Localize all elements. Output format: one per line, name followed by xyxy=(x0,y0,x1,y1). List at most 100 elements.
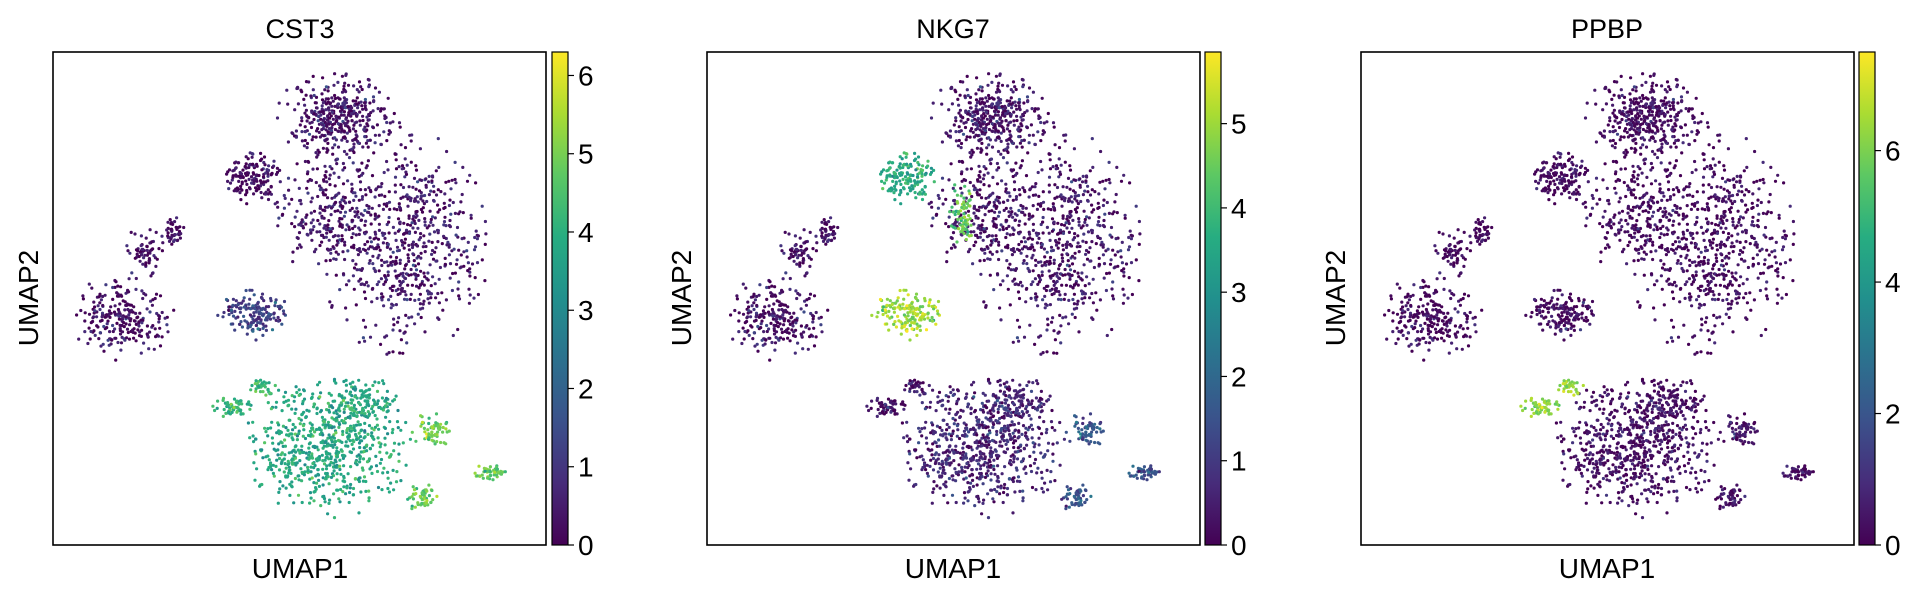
cell-point xyxy=(376,485,381,490)
cell-point xyxy=(1037,116,1041,121)
cell-point xyxy=(124,315,128,319)
cell-point xyxy=(1094,242,1098,246)
cell-point xyxy=(280,322,284,326)
cell-point xyxy=(260,292,265,296)
cell-point xyxy=(1088,193,1093,197)
cell-point xyxy=(343,124,348,128)
cell-point xyxy=(1083,217,1087,222)
cell-point xyxy=(1043,294,1047,298)
cell-point xyxy=(365,460,370,464)
cell-point xyxy=(321,467,325,471)
cell-point xyxy=(1001,227,1006,232)
cell-point xyxy=(1046,111,1050,116)
cell-point xyxy=(258,184,262,188)
cell-point xyxy=(339,210,343,214)
cell-point xyxy=(309,496,313,500)
cell-point xyxy=(1069,244,1073,248)
cell-point xyxy=(972,211,976,215)
cell-point xyxy=(334,200,338,204)
cell-point xyxy=(323,164,327,168)
cell-point xyxy=(320,92,324,96)
cell-point xyxy=(759,326,763,330)
cell-point xyxy=(802,310,806,314)
cell-point xyxy=(340,237,345,241)
cell-point xyxy=(1119,255,1123,259)
cell-point xyxy=(297,429,301,433)
cell-point xyxy=(465,179,470,183)
cell-point xyxy=(969,129,973,133)
cell-point xyxy=(927,304,931,308)
cell-point xyxy=(396,320,400,324)
cell-point xyxy=(320,104,324,108)
cell-point xyxy=(384,396,388,400)
cell-point xyxy=(903,307,907,311)
cell-point xyxy=(453,160,457,164)
cell-point xyxy=(1057,263,1062,268)
cell-point xyxy=(331,406,335,410)
cell-point xyxy=(914,307,919,311)
cell-point xyxy=(385,451,389,455)
cell-point xyxy=(328,258,332,262)
cell-point xyxy=(787,256,791,260)
cell-point xyxy=(290,407,294,411)
cell-point xyxy=(248,187,252,191)
cell-point xyxy=(1094,291,1098,295)
cell-point xyxy=(238,306,242,310)
cell-point xyxy=(333,72,337,76)
cell-point xyxy=(359,100,363,104)
cell-point xyxy=(352,84,356,88)
cell-point xyxy=(1045,225,1049,229)
cell-point xyxy=(412,488,417,492)
cell-point xyxy=(1020,159,1024,163)
cell-point xyxy=(773,341,778,345)
cell-point xyxy=(132,327,136,331)
cell-point xyxy=(1127,276,1131,280)
cell-point xyxy=(127,277,131,281)
cell-point xyxy=(175,216,179,220)
cell-point xyxy=(337,421,341,425)
cell-point xyxy=(433,442,437,446)
cell-point xyxy=(216,313,220,317)
cell-point xyxy=(304,222,308,226)
cell-point xyxy=(284,466,288,470)
cell-point xyxy=(388,286,392,290)
cell-point xyxy=(1075,302,1079,306)
cell-point xyxy=(330,426,334,430)
cell-point xyxy=(316,468,320,472)
cell-point xyxy=(809,257,813,261)
cell-point xyxy=(106,319,110,323)
cell-point xyxy=(254,177,258,181)
cell-point xyxy=(459,200,463,204)
cell-point xyxy=(371,383,375,388)
cell-point xyxy=(170,228,174,232)
cell-point xyxy=(1059,193,1063,197)
cell-point xyxy=(1122,274,1126,278)
cell-point xyxy=(421,306,425,310)
cell-point xyxy=(1062,133,1066,137)
cell-point xyxy=(286,102,290,106)
cell-point xyxy=(1068,187,1072,191)
cell-point xyxy=(409,139,413,143)
cell-point xyxy=(120,294,124,298)
cell-point xyxy=(349,398,353,402)
cell-point xyxy=(757,293,761,297)
cell-point xyxy=(337,115,341,119)
cell-point xyxy=(980,141,984,145)
cell-point xyxy=(1052,125,1056,129)
cell-point xyxy=(290,485,294,489)
cell-point xyxy=(453,211,457,215)
cell-point xyxy=(427,416,431,420)
cell-point xyxy=(365,122,369,126)
cell-point xyxy=(267,164,271,168)
cell-point xyxy=(978,175,982,179)
cell-point xyxy=(297,393,301,397)
cell-point xyxy=(1025,262,1029,266)
cell-point xyxy=(388,420,392,424)
cell-point xyxy=(353,477,358,481)
cell-point xyxy=(752,292,756,296)
cell-point xyxy=(308,429,312,433)
cell-point xyxy=(753,298,758,302)
cell-point xyxy=(1013,218,1018,222)
cell-point xyxy=(407,216,411,220)
cell-point xyxy=(269,192,273,196)
